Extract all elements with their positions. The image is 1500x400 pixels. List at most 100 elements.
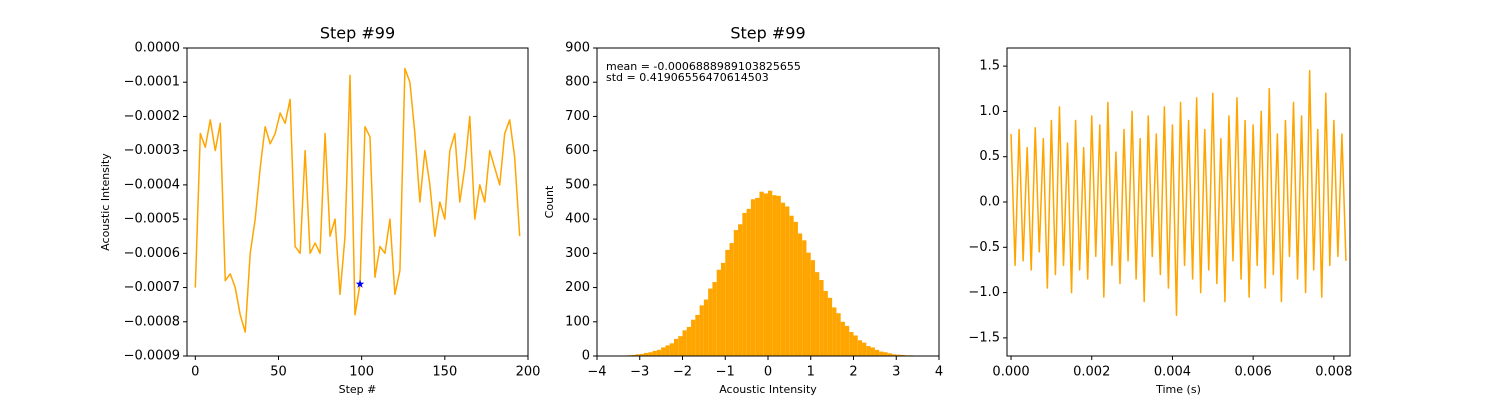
y-tick-label: 700 xyxy=(565,109,590,124)
histogram-bar xyxy=(635,354,640,356)
x-tick-label: 0.008 xyxy=(1315,365,1352,380)
histogram-bar xyxy=(797,233,803,356)
y-tick-label: −0.0007 xyxy=(124,280,180,295)
chart-title: Step #99 xyxy=(730,24,805,43)
x-tick-label: −4 xyxy=(587,365,606,380)
histogram-bar xyxy=(810,260,816,356)
histogram-bar xyxy=(768,190,773,356)
histogram-bar xyxy=(776,195,781,356)
y-tick-label: −0.0004 xyxy=(124,177,180,192)
y-tick-label: −0.0009 xyxy=(124,349,180,364)
histogram-bar xyxy=(733,230,739,356)
y-tick-label: −0.0006 xyxy=(124,246,180,261)
histogram-bar xyxy=(836,313,841,356)
histogram-bar xyxy=(887,353,892,356)
y-tick-label: 800 xyxy=(565,75,590,90)
data-line xyxy=(1010,69,1347,316)
histogram-bar xyxy=(725,249,730,356)
y-tick-label: 600 xyxy=(565,143,590,158)
y-axis-label: Acoustic Intensity xyxy=(99,153,112,251)
y-tick-label: 900 xyxy=(565,41,590,56)
histogram-bar xyxy=(665,345,670,356)
histogram-bar xyxy=(849,332,854,356)
histogram-bar xyxy=(631,354,636,356)
histogram-bar xyxy=(832,307,837,356)
histogram-bar xyxy=(780,202,786,356)
histogram-bar xyxy=(648,352,653,356)
histogram-bar xyxy=(652,350,657,356)
y-tick-label: 100 xyxy=(565,314,590,329)
y-tick-label: 0.5 xyxy=(979,149,1000,164)
histogram-bar xyxy=(891,354,897,356)
histogram-bar xyxy=(746,208,751,356)
x-tick-label: 0 xyxy=(191,365,199,380)
histogram-bar xyxy=(708,288,713,356)
y-tick-label: −0.0003 xyxy=(124,143,180,158)
histogram-bar xyxy=(862,342,867,356)
histogram-bar xyxy=(695,314,700,356)
y-tick-label: 0.0000 xyxy=(135,41,181,56)
x-tick-label: 150 xyxy=(432,365,457,380)
histogram-bar xyxy=(669,343,674,356)
histogram-bar xyxy=(661,347,666,356)
histogram-bar xyxy=(879,351,884,356)
x-tick-label: 0.004 xyxy=(1154,365,1191,380)
axes-frame xyxy=(186,47,529,357)
histogram-bar xyxy=(815,272,820,356)
histogram-bar xyxy=(883,352,888,356)
histogram-bar xyxy=(870,347,875,356)
histogram-bar xyxy=(750,199,756,356)
histogram-bar xyxy=(853,335,858,356)
x-axis-label: Step # xyxy=(339,383,377,396)
histogram-bar xyxy=(806,252,811,356)
histogram-bar xyxy=(703,299,709,356)
histogram-bar xyxy=(840,321,845,356)
histogram-bar xyxy=(738,224,743,356)
y-tick-label: −1.5 xyxy=(968,330,1000,345)
y-tick-label: 0 xyxy=(582,349,590,364)
histogram-bar xyxy=(678,336,683,356)
histogram-bar xyxy=(900,354,905,356)
y-tick-label: 0.0 xyxy=(979,195,1000,210)
histogram-bar xyxy=(712,282,717,356)
histogram-bar xyxy=(729,243,734,356)
x-tick-label: 200 xyxy=(516,365,541,380)
histogram-bar xyxy=(720,262,726,356)
histogram-bar xyxy=(656,349,662,356)
histogram-bar xyxy=(763,193,768,356)
y-tick-label: −1.0 xyxy=(968,285,1000,300)
highlight-marker xyxy=(355,279,365,288)
x-tick-label: 3 xyxy=(892,365,900,380)
histogram-bar xyxy=(823,290,828,356)
y-tick-label: 200 xyxy=(565,280,590,295)
histogram-bar xyxy=(866,346,871,356)
y-tick-label: 300 xyxy=(565,246,590,261)
histogram-bar xyxy=(639,353,645,356)
x-axis-label: Time (s) xyxy=(1155,383,1201,396)
histogram-bar xyxy=(793,221,798,356)
y-tick-label: 400 xyxy=(565,212,590,227)
y-axis-label: Count xyxy=(543,185,556,218)
histogram-bar xyxy=(644,352,649,356)
histogram-bar xyxy=(682,330,687,356)
x-tick-label: 4 xyxy=(935,365,943,380)
x-tick-label: 0.006 xyxy=(1235,365,1272,380)
histogram-bar xyxy=(827,297,833,356)
y-tick-label: 1.5 xyxy=(979,59,1000,74)
histogram-bar xyxy=(686,326,692,356)
histogram-bar xyxy=(785,206,790,356)
x-tick-label: 50 xyxy=(270,365,287,380)
y-tick-label: −0.0001 xyxy=(124,75,180,90)
histogram-bar xyxy=(772,195,777,356)
histogram-bar xyxy=(874,349,880,356)
chart-title: Step #99 xyxy=(320,24,395,43)
histogram-bar xyxy=(691,319,696,356)
x-tick-label: −2 xyxy=(673,365,692,380)
y-tick-label: −0.5 xyxy=(968,240,1000,255)
histogram-bar xyxy=(802,240,807,356)
x-tick-label: −3 xyxy=(630,365,649,380)
histogram-bar xyxy=(857,340,863,356)
y-tick-label: 500 xyxy=(565,177,590,192)
y-tick-label: 1.0 xyxy=(979,104,1000,119)
